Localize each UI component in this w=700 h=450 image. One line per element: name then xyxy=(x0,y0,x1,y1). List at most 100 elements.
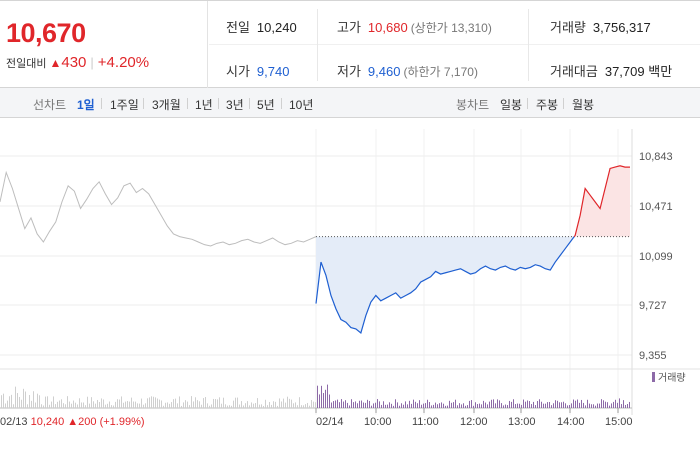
volume-bar xyxy=(335,400,336,408)
volume-bar xyxy=(523,399,524,408)
volume-bar-prev xyxy=(163,405,164,408)
volume-bar xyxy=(479,403,480,408)
volume-bar-prev xyxy=(107,403,108,408)
volume-bar-prev xyxy=(61,399,62,408)
volume-bar-prev xyxy=(307,402,308,408)
volume-bar-prev xyxy=(185,400,186,408)
volume-bar xyxy=(463,403,464,408)
volume-bar xyxy=(597,403,598,408)
period-5y[interactable]: 5년 xyxy=(257,98,275,112)
volume-bar xyxy=(363,402,364,408)
volume-bar-prev xyxy=(229,405,230,408)
volume-bar-prev xyxy=(1,395,2,408)
price-chart[interactable]: 10,843 10,471 10,099 9,727 9,355 거래량 02/14 10:0… xyxy=(0,119,700,450)
volume-bar xyxy=(469,400,470,408)
volume-bar-prev xyxy=(11,394,12,408)
volume-bar-prev xyxy=(119,399,120,408)
amount-stat: 거래대금 37,709 백만 xyxy=(550,61,672,80)
period-1d[interactable]: 1일 xyxy=(77,98,95,112)
volume-bar xyxy=(497,399,498,408)
volume-bar-prev xyxy=(271,404,272,408)
volume-bar-prev xyxy=(253,403,254,408)
volume-bar-prev xyxy=(19,396,20,408)
volume-bar xyxy=(601,399,602,408)
volume-bar-prev xyxy=(69,401,70,408)
candle-weekly[interactable]: 주봉 xyxy=(536,98,559,112)
divider xyxy=(317,9,318,81)
candle-chart-label: 봉차트 xyxy=(456,98,490,112)
volume-bar xyxy=(507,405,508,408)
period-1y[interactable]: 1년 xyxy=(195,98,213,112)
divider xyxy=(218,98,219,109)
volume-bar xyxy=(417,403,418,408)
volume-stat: 거래량 3,756,317 xyxy=(550,17,651,36)
volume-bar xyxy=(561,402,562,408)
volume-bar-prev xyxy=(223,397,224,408)
volume-bar xyxy=(491,399,492,408)
lower-limit: (하한가 7,170) xyxy=(403,65,478,79)
divider xyxy=(527,98,528,109)
volume-bar-prev xyxy=(287,396,288,408)
volume-bar-prev xyxy=(25,391,26,408)
volume-bar xyxy=(553,403,554,408)
volume-bar-prev xyxy=(79,398,80,408)
volume-bar xyxy=(419,400,420,408)
volume-bar-prev xyxy=(97,399,98,408)
volume-bar-prev xyxy=(137,403,138,408)
volume-bar-prev xyxy=(257,398,258,408)
volume-bar xyxy=(525,401,526,408)
volume-bar xyxy=(365,402,366,408)
volume-bar xyxy=(371,405,372,408)
line-chart-label: 선차트 xyxy=(33,98,67,112)
volume-bar-prev xyxy=(105,404,106,408)
x-tick-label: 14:00 xyxy=(557,416,585,428)
change-percent: +4.20% xyxy=(97,54,150,71)
volume-bar xyxy=(499,400,500,408)
volume-bar-prev xyxy=(175,398,176,408)
volume-bar xyxy=(565,403,566,408)
today-line-up xyxy=(573,165,630,238)
volume-bar-prev xyxy=(15,386,16,408)
quote-stats: 전일 10,240 고가 10,680 (상한가 13,310) 거래량 3,756,3… xyxy=(209,1,700,88)
volume-bar xyxy=(399,405,400,408)
volume-bar xyxy=(517,403,518,408)
volume-bar-prev xyxy=(75,402,76,408)
volume-bar xyxy=(379,401,380,408)
volume-bar xyxy=(521,404,522,408)
volume-bar xyxy=(441,402,442,408)
candle-daily[interactable]: 일봉 xyxy=(500,98,523,112)
candle-monthly[interactable]: 월봉 xyxy=(572,98,595,112)
volume-bar-prev xyxy=(267,405,268,408)
volume-bar xyxy=(433,404,434,408)
volume-bar xyxy=(545,403,546,408)
period-3y[interactable]: 3년 xyxy=(226,98,244,112)
volume-legend-swatch xyxy=(652,372,655,382)
volume-bar xyxy=(381,404,382,408)
volume-bar xyxy=(457,405,458,408)
chart-toolbar: 선차트 1일 1주일 3개월 1년 3년 5년 10년 봉차트 일봉 주봉 월봉 xyxy=(0,88,700,118)
volume-bar xyxy=(445,405,446,408)
volume-bar-prev xyxy=(125,401,126,408)
volume-bar xyxy=(407,404,408,408)
volume-bar xyxy=(409,400,410,408)
volume-bar-prev xyxy=(3,393,4,408)
volume-bar-prev xyxy=(111,405,112,408)
volume-bar-prev xyxy=(47,396,48,408)
volume-bar xyxy=(465,405,466,408)
period-3m[interactable]: 3개월 xyxy=(152,98,181,112)
period-10y[interactable]: 10년 xyxy=(289,98,314,112)
volume-bar-prev xyxy=(65,404,66,408)
period-1w[interactable]: 1주일 xyxy=(110,98,139,112)
chart-canvas[interactable]: 10,843 10,471 10,099 9,727 9,355 거래량 02/14 10:0… xyxy=(0,119,700,450)
volume-bar xyxy=(347,402,348,408)
volume-bar-prev xyxy=(313,401,314,408)
volume-bar-prev xyxy=(259,404,260,408)
volume-bar xyxy=(455,399,456,408)
amount-label: 거래대금 xyxy=(550,64,598,79)
volume-bar xyxy=(539,399,540,408)
volume-bar xyxy=(551,405,552,408)
volume-bar xyxy=(625,404,626,408)
volume-bar-prev xyxy=(139,403,140,408)
volume-bar-prev xyxy=(291,399,292,408)
volume-bar-prev xyxy=(239,404,240,408)
